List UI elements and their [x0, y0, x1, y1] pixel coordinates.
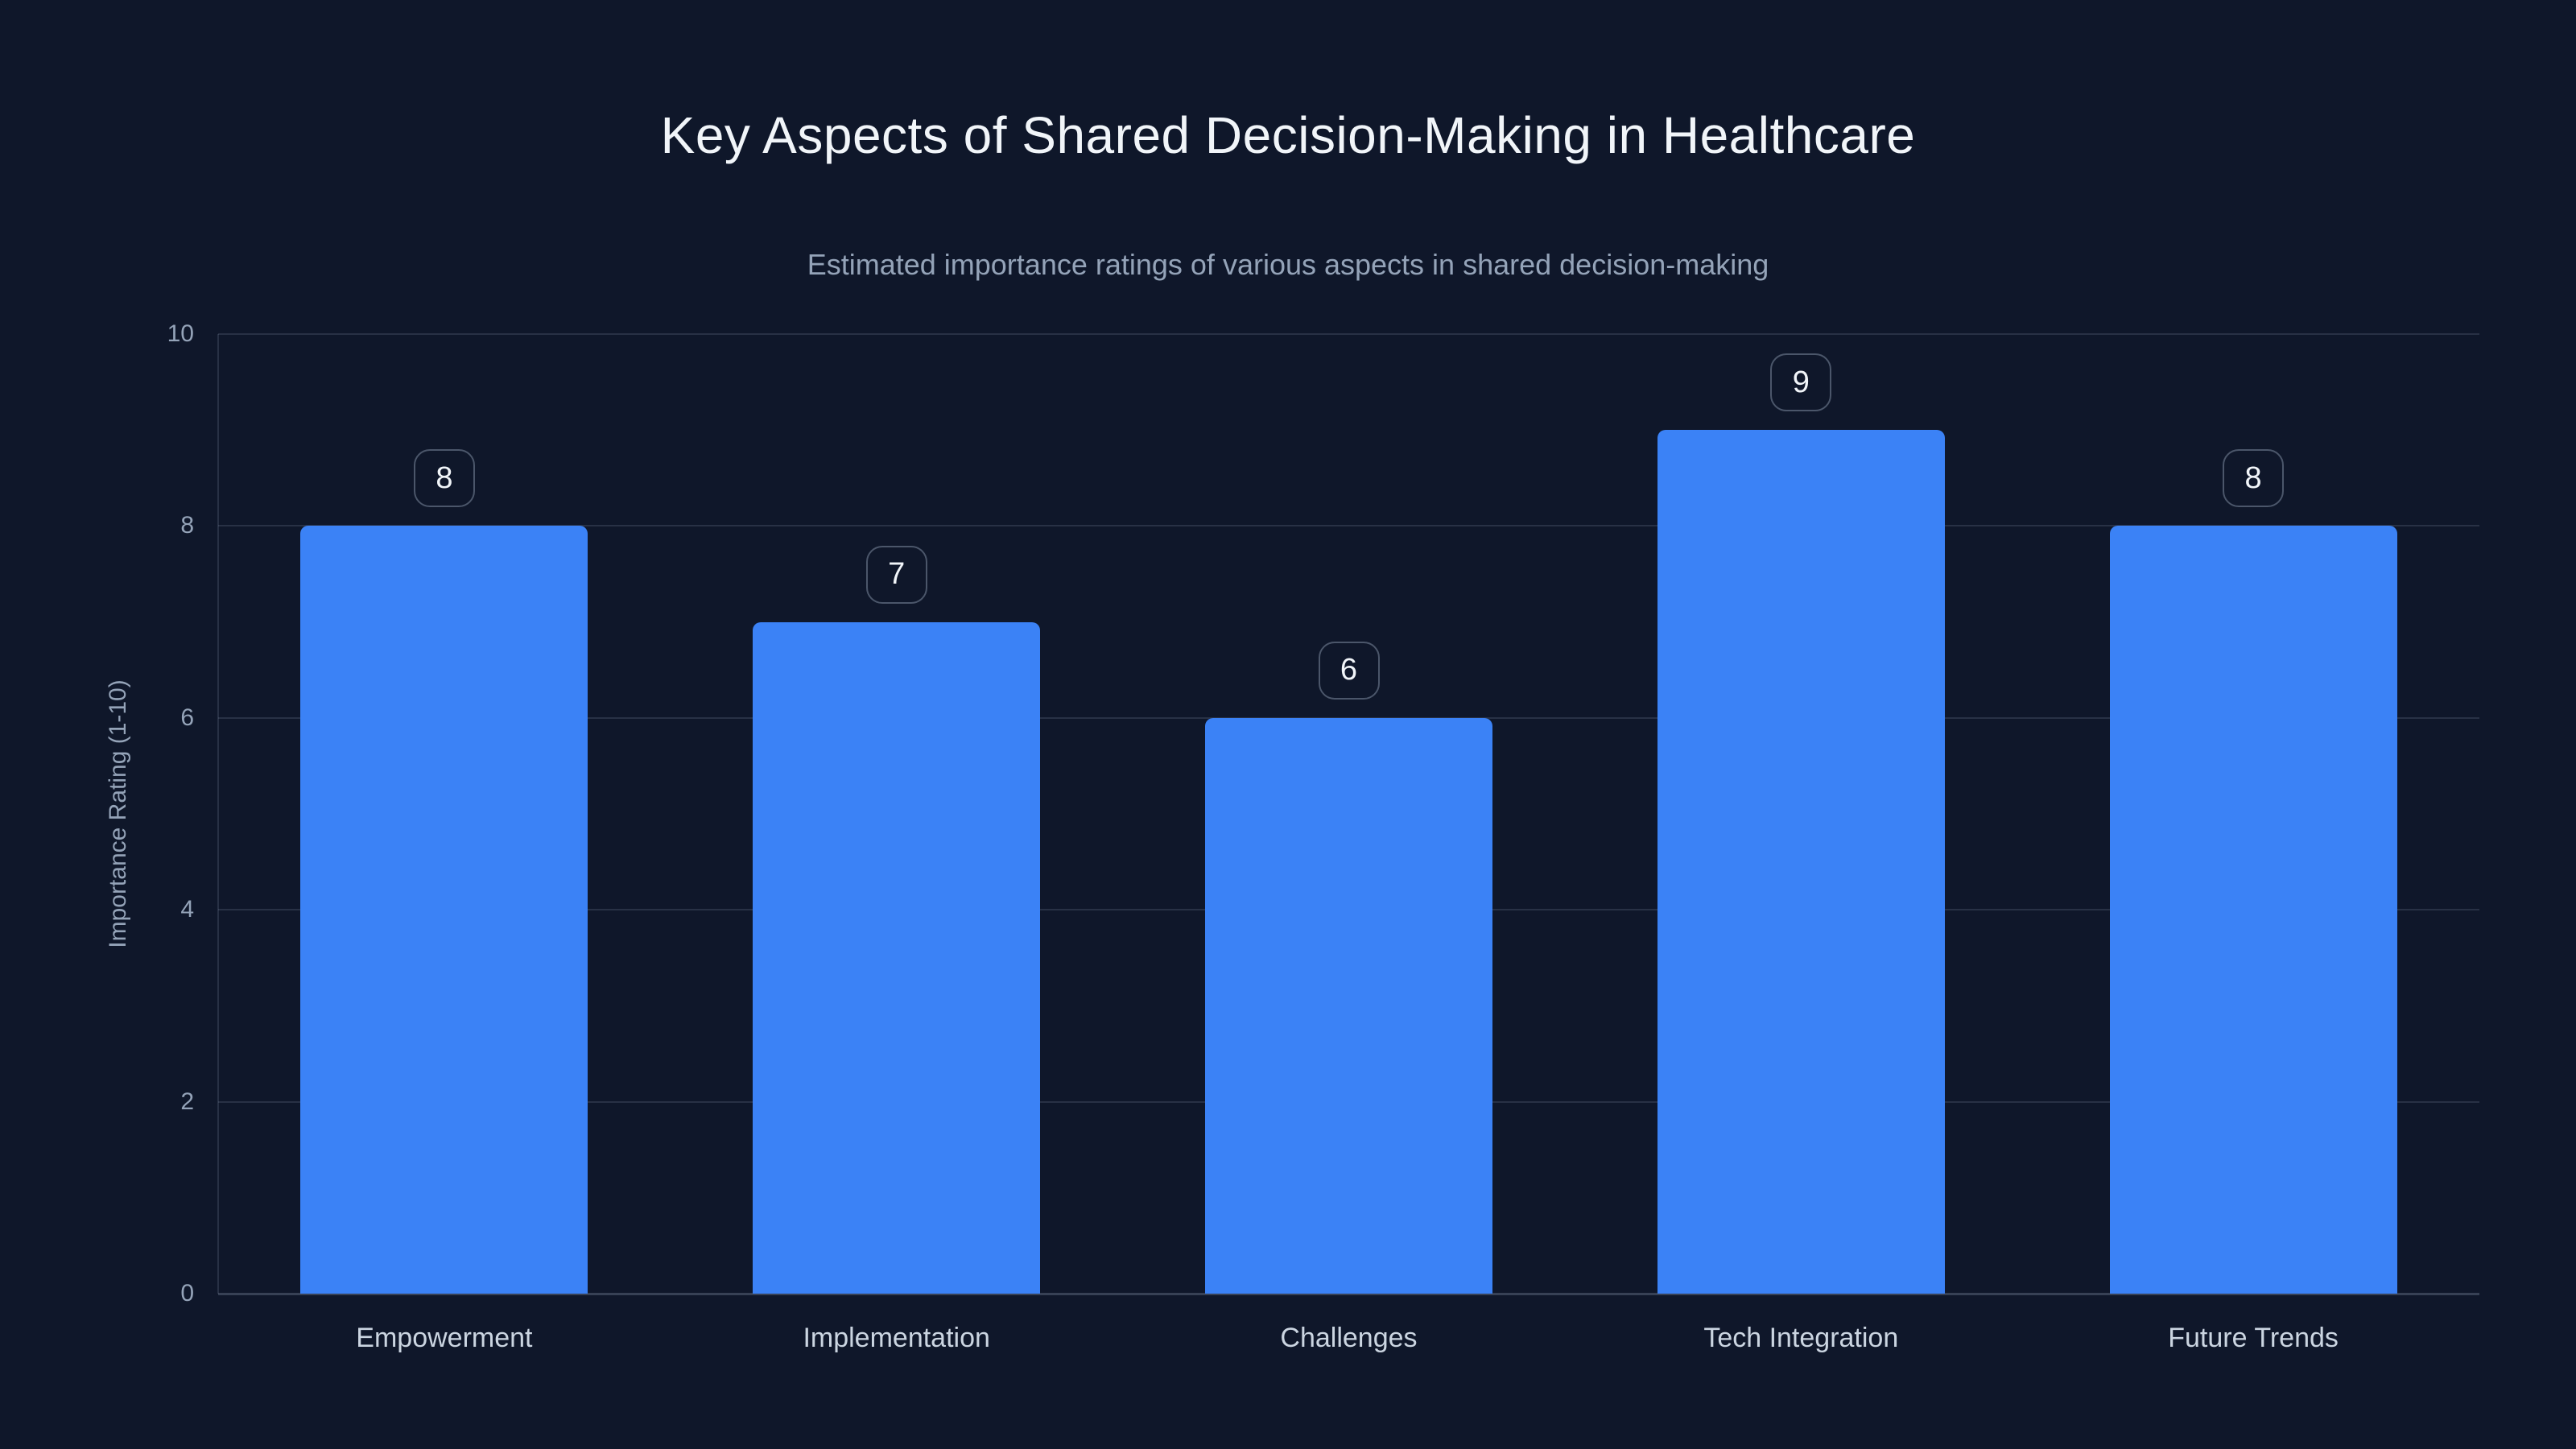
value-badge-tech-integration: 9	[1770, 353, 1832, 412]
value-badge-challenges: 6	[1318, 641, 1380, 700]
bar-empowerment[interactable]	[300, 526, 588, 1294]
y-tick-label-0: 0	[180, 1280, 194, 1307]
plot-area: 0 2 4 6 8 10 8 Empowerment 7 Implementation 6 Chall…	[167, 320, 2479, 1353]
y-tick-label-10: 10	[167, 320, 194, 347]
gridline-y-0	[218, 1293, 2479, 1295]
gridline-y-8	[218, 525, 2479, 527]
y-tick-label-2: 2	[180, 1088, 194, 1115]
value-badge-future-trends: 8	[2223, 449, 2285, 508]
y-tick-label-8: 8	[180, 512, 194, 539]
chart-title: Key Aspects of Shared Decision-Making in…	[660, 106, 1916, 164]
bar-tech-integration[interactable]	[1657, 430, 1945, 1294]
x-category-label-challenges: Challenges	[1280, 1323, 1418, 1353]
gridline-y-10	[218, 333, 2479, 335]
bar-implementation[interactable]	[753, 621, 1041, 1294]
x-category-label-future-trends: Future Trends	[2168, 1323, 2339, 1353]
chart-subtitle: Estimated importance ratings of various …	[807, 248, 1769, 281]
value-badge-implementation: 7	[865, 545, 927, 604]
value-badge-empowerment: 8	[413, 449, 475, 508]
x-category-label-empowerment: Empowerment	[356, 1323, 533, 1353]
bar-challenges[interactable]	[1205, 717, 1492, 1294]
x-category-label-tech-integration: Tech Integration	[1703, 1323, 1899, 1353]
x-category-label-implementation: Implementation	[803, 1323, 990, 1353]
bar-future-trends[interactable]	[2109, 526, 2397, 1294]
y-axis-line	[217, 334, 219, 1294]
y-tick-label-4: 4	[180, 896, 194, 923]
y-tick-label-6: 6	[180, 704, 194, 731]
